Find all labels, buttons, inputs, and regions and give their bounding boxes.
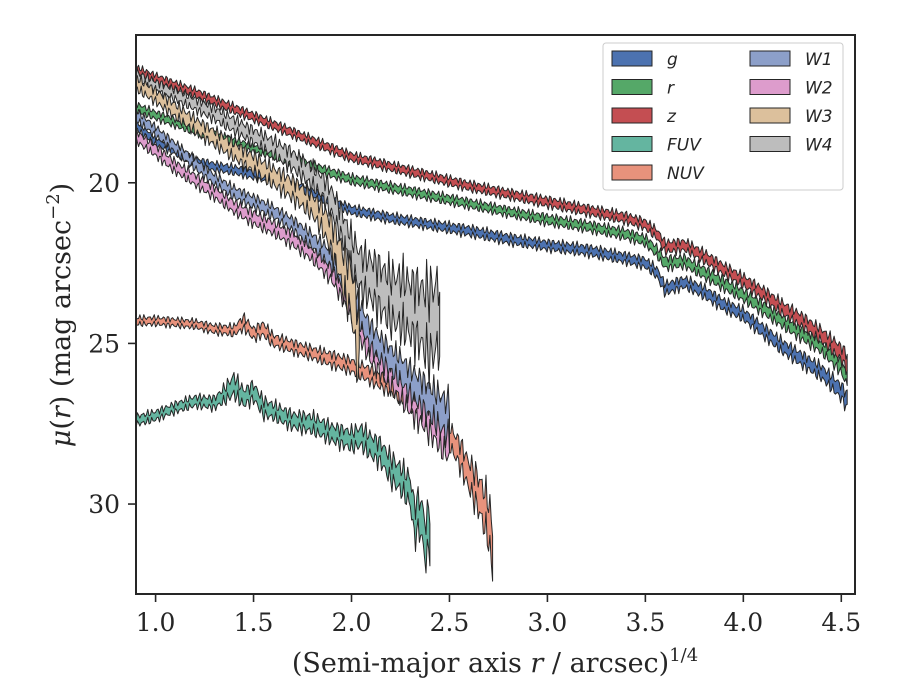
x-tick-label: 1.5 bbox=[234, 608, 274, 637]
legend-swatch-fuv bbox=[611, 136, 653, 152]
legend-label-w4: W4 bbox=[805, 136, 833, 156]
x-axis-label: (Semi-major axis r / arcsec)1/4 bbox=[292, 645, 698, 679]
legend-swatch-nuv bbox=[611, 164, 653, 181]
legend-label-w3: W3 bbox=[805, 107, 833, 127]
plot-frame bbox=[135, 34, 856, 595]
y-axis-ticks: 20 25 30 bbox=[88, 169, 136, 519]
y-axis-label: μ(r) (mag arcsec−2) bbox=[43, 183, 77, 447]
y-tick-label: 20 bbox=[88, 169, 120, 198]
legend-label-w1: W1 bbox=[805, 50, 833, 70]
legend-label-nuv: NUV bbox=[667, 164, 705, 184]
y-tick-label: 30 bbox=[88, 490, 120, 519]
legend-swatch-r bbox=[611, 79, 653, 95]
legend-label-r: r bbox=[667, 79, 675, 99]
band-g bbox=[136, 120, 848, 412]
band-fuv bbox=[136, 371, 431, 574]
series-bands bbox=[136, 64, 848, 582]
legend-swatch-g bbox=[611, 50, 653, 67]
band-w3 bbox=[136, 74, 360, 383]
x-tick-label: 2.5 bbox=[430, 608, 470, 637]
x-tick-label: 4.0 bbox=[723, 608, 763, 637]
legend-label-fuv: FUV bbox=[667, 136, 702, 156]
x-tick-label: 2.0 bbox=[332, 608, 372, 637]
x-tick-label: 3.0 bbox=[528, 608, 568, 637]
band-nuv bbox=[136, 312, 494, 582]
legend-label-w2: W2 bbox=[805, 79, 833, 99]
x-axis-ticks: 1.0 1.5 2.0 2.5 3.0 3.5 4.0 4.5 bbox=[136, 594, 861, 637]
legend-swatch-w4 bbox=[749, 136, 791, 152]
legend: grz FUV NUV W1 W2 W3 W4 bbox=[602, 42, 844, 191]
x-tick-label: 3.5 bbox=[625, 608, 665, 637]
legend-swatch-w3 bbox=[749, 107, 791, 124]
legend-swatch-w2 bbox=[749, 79, 791, 95]
band-w4 bbox=[136, 67, 441, 390]
band-w1 bbox=[136, 109, 450, 452]
legend-label-z: z bbox=[666, 107, 677, 127]
legend-swatch-z bbox=[611, 107, 653, 124]
x-tick-label: 4.5 bbox=[821, 608, 861, 637]
band-z bbox=[136, 64, 848, 376]
x-tick-label: 1.0 bbox=[136, 608, 176, 637]
y-tick-label: 25 bbox=[88, 329, 120, 358]
legend-swatch-w1 bbox=[749, 50, 791, 67]
legend-label-g: g bbox=[667, 50, 678, 70]
